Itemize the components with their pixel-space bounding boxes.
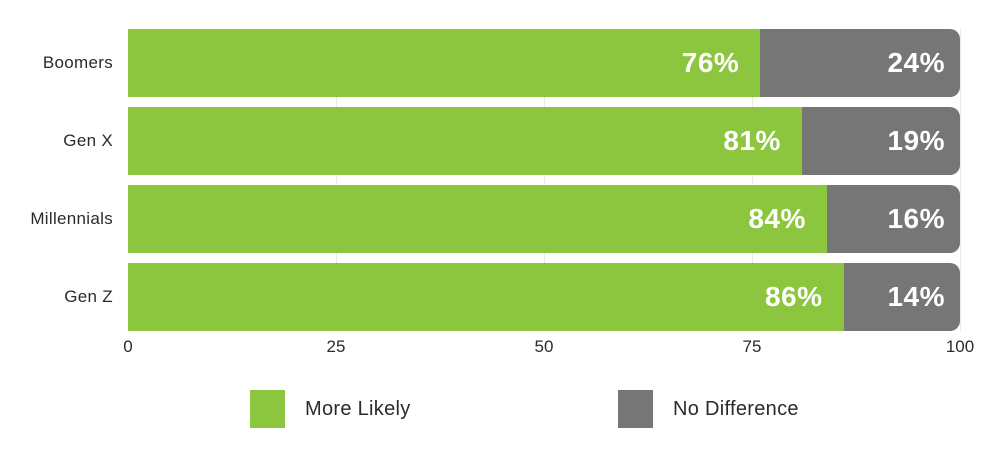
legend-item: More Likely [250,390,411,428]
gridline [544,29,545,331]
bar-value-label: 76% [681,47,740,78]
x-axis: 0 25 50 75 100 [123,337,974,359]
chart-legend: More Likely No Difference [0,390,1000,430]
bar-row: Gen Z 86% 14% [64,263,960,331]
category-label: Millennials [30,209,113,228]
bar-segment-more-likely: 76% [128,29,761,97]
stacked-bar: 81% 19% [128,107,960,175]
gridline [752,29,753,331]
legend-swatch [250,390,285,428]
bar-value-label: 19% [887,125,945,156]
bar-segment-no-difference: 14% [843,263,960,331]
category-label: Gen Z [64,287,113,306]
bar-row: Gen X 81% 19% [63,107,960,175]
x-tick-label: 25 [326,337,346,356]
bar-row: Millennials 84% 16% [30,185,960,253]
x-tick-label: 75 [742,337,762,356]
bar-segment-more-likely: 84% [128,185,827,253]
gridline [336,29,337,331]
bar-segment-more-likely: 86% [128,263,844,331]
legend-label: No Difference [673,397,799,420]
bar-segment-no-difference: 24% [760,29,960,97]
category-label: Gen X [63,131,113,150]
bars-layer: Boomers 76% 24% Gen X 81% 19% Millennials 84% 16… [30,29,960,331]
bar-segment-no-difference: 16% [826,185,960,253]
legend-item: No Difference [618,390,799,428]
bar-value-label: 84% [748,203,806,234]
bar-value-label: 16% [887,203,945,234]
stacked-bar: 86% 14% [128,263,960,331]
gridline [960,29,961,331]
legend-label: More Likely [305,397,411,420]
stacked-bar: 76% 24% [128,29,960,97]
bar-value-label: 24% [887,47,945,78]
bar-value-label: 14% [887,281,945,312]
category-label: Boomers [42,53,113,72]
stacked-bar: 84% 16% [128,185,960,253]
bar-value-label: 86% [764,281,823,312]
x-tick-label: 50 [534,337,554,356]
bar-segment-no-difference: 19% [801,107,960,175]
x-tick-label: 100 [945,337,975,356]
legend-swatch [618,390,653,428]
bar-row: Boomers 76% 24% [43,29,960,97]
bar-segment-more-likely: 81% [128,107,802,175]
gridline-layer [128,29,961,331]
bar-value-label: 81% [723,125,781,156]
x-tick-label: 0 [123,337,133,356]
